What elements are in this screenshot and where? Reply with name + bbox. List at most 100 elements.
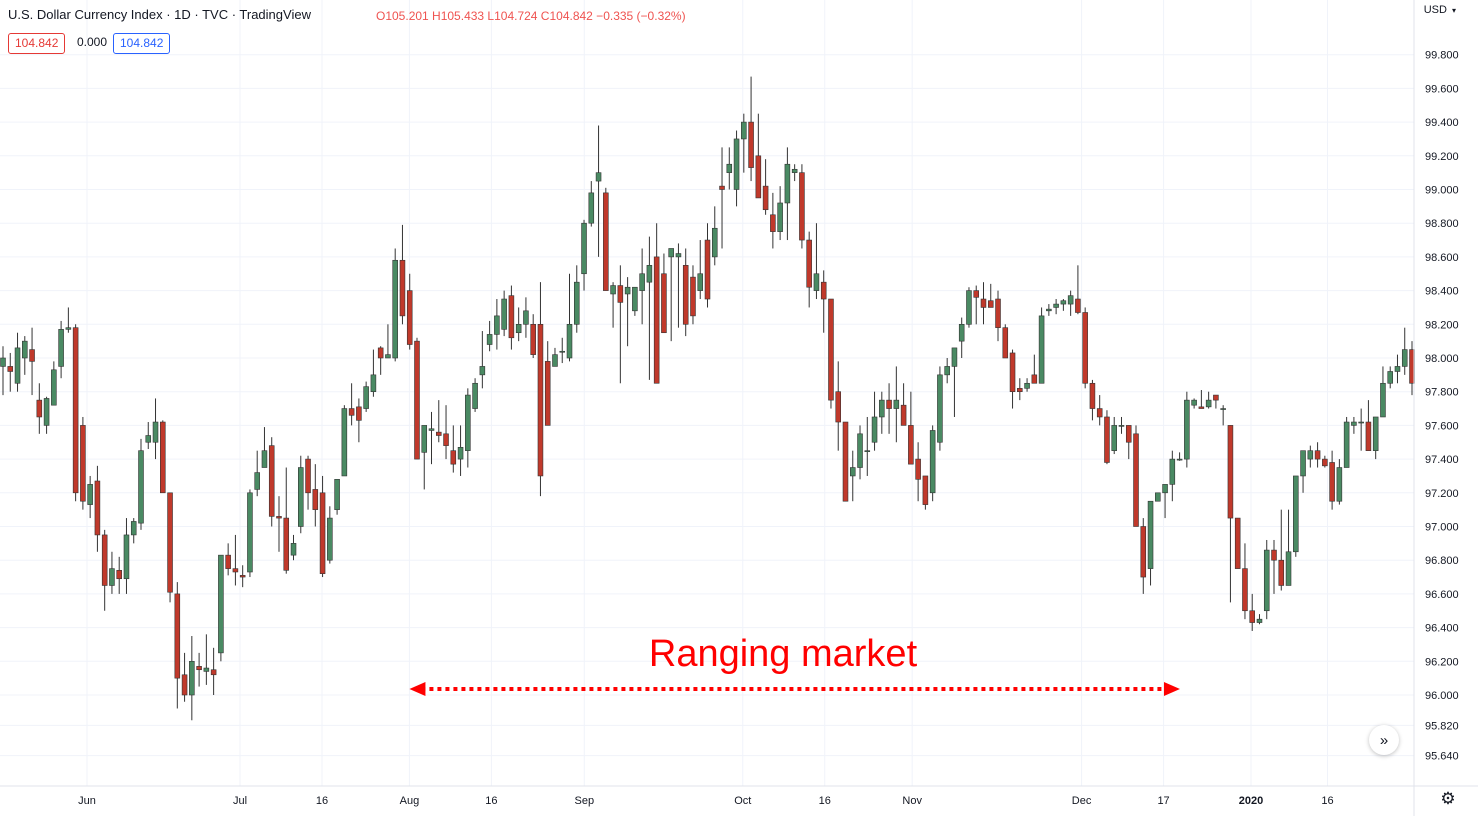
candle — [719, 147, 725, 249]
candle-body — [1169, 458, 1176, 485]
candle-body — [973, 290, 979, 298]
candle-body — [755, 155, 762, 199]
candle — [581, 219, 587, 291]
candle — [1169, 450, 1176, 502]
candle — [828, 298, 834, 409]
candle — [559, 337, 566, 364]
candle-body — [210, 669, 217, 676]
gear-icon: ⚙ — [1440, 789, 1456, 808]
candle — [900, 383, 907, 426]
candle-body — [319, 492, 326, 574]
candle-body — [523, 310, 529, 325]
candle-body — [915, 458, 921, 480]
candle — [414, 337, 420, 460]
candle — [1220, 405, 1226, 426]
candle-body — [385, 354, 391, 359]
price-badge[interactable]: 104.842 — [8, 33, 66, 54]
candle — [1394, 354, 1401, 384]
candle-body — [762, 185, 769, 211]
currency-selector[interactable]: USD ▾ — [1424, 4, 1456, 16]
candle-body — [1198, 406, 1205, 409]
candle — [247, 489, 253, 578]
candle-body — [276, 516, 282, 519]
x-tick-label: 16 — [485, 795, 497, 807]
candle-body — [966, 290, 972, 325]
candle — [697, 240, 704, 300]
candle-body — [951, 347, 958, 367]
candle — [1234, 517, 1241, 569]
symbol-title: U.S. Dollar Currency Index · 1D · TVC · … — [8, 7, 311, 22]
candle-body — [849, 467, 856, 477]
y-tick-label: 97.200 — [1425, 488, 1459, 500]
candle — [726, 147, 733, 190]
y-tick-label: 97.000 — [1425, 522, 1459, 534]
candle — [1125, 425, 1132, 460]
candle-body — [1249, 610, 1255, 623]
candle-body — [1285, 551, 1292, 586]
candle — [203, 634, 210, 685]
candle-body — [1089, 382, 1096, 409]
candle — [0, 346, 6, 396]
x-tick-label: Aug — [400, 795, 420, 807]
candle-body — [1234, 517, 1241, 569]
candle-body — [1394, 366, 1401, 372]
candle-body — [160, 421, 166, 494]
settings-button[interactable]: ⚙ — [1438, 789, 1458, 809]
candle-body — [515, 323, 522, 334]
candle-body — [22, 340, 28, 359]
candle-body — [196, 666, 202, 671]
candle-body — [879, 399, 885, 418]
candle — [893, 366, 900, 443]
candle — [777, 186, 783, 241]
candle-body — [181, 674, 188, 696]
candle — [1096, 395, 1103, 426]
scroll-to-realtime-button[interactable]: » — [1369, 725, 1399, 755]
candle — [704, 223, 711, 308]
candle — [1009, 349, 1016, 409]
candle-body — [1046, 308, 1052, 312]
candle — [167, 492, 173, 603]
candle-body — [290, 543, 297, 556]
candle-body — [929, 430, 936, 494]
candle — [1031, 354, 1038, 384]
candle — [552, 347, 558, 367]
candle — [486, 320, 493, 352]
x-tick-label: 16 — [1321, 795, 1333, 807]
candle — [1322, 455, 1328, 468]
candle-body — [1176, 458, 1183, 461]
candle-body — [450, 450, 457, 465]
candle — [1293, 475, 1299, 557]
candle-body — [80, 425, 86, 502]
candle-body — [123, 534, 130, 580]
y-tick-label: 97.400 — [1425, 454, 1459, 466]
candle — [341, 405, 348, 477]
candle-body — [189, 660, 195, 696]
double-chevron-right-icon: » — [1379, 731, 1389, 749]
candle — [428, 411, 435, 465]
candle-body — [283, 517, 290, 571]
price-badge-2[interactable]: 104.842 — [113, 33, 171, 54]
candle — [944, 358, 950, 384]
candle-body — [748, 121, 754, 168]
candle-body — [857, 433, 863, 468]
candle-body — [646, 265, 653, 283]
candle-body — [995, 298, 1001, 328]
candle-body — [1184, 399, 1190, 460]
candle-body — [36, 399, 43, 418]
annotation-label: Ranging market — [648, 633, 918, 675]
candle — [1133, 425, 1139, 527]
candle-body — [697, 273, 704, 291]
candle — [523, 297, 529, 338]
candle — [494, 299, 500, 350]
candle — [1002, 324, 1009, 359]
candle — [1358, 408, 1364, 451]
candle — [770, 192, 776, 249]
candle — [1242, 543, 1248, 620]
change-value: 0.000 — [77, 35, 108, 49]
candle — [980, 282, 987, 325]
candle-body — [508, 295, 515, 339]
candle-body — [958, 323, 965, 342]
candle-body — [58, 329, 64, 367]
